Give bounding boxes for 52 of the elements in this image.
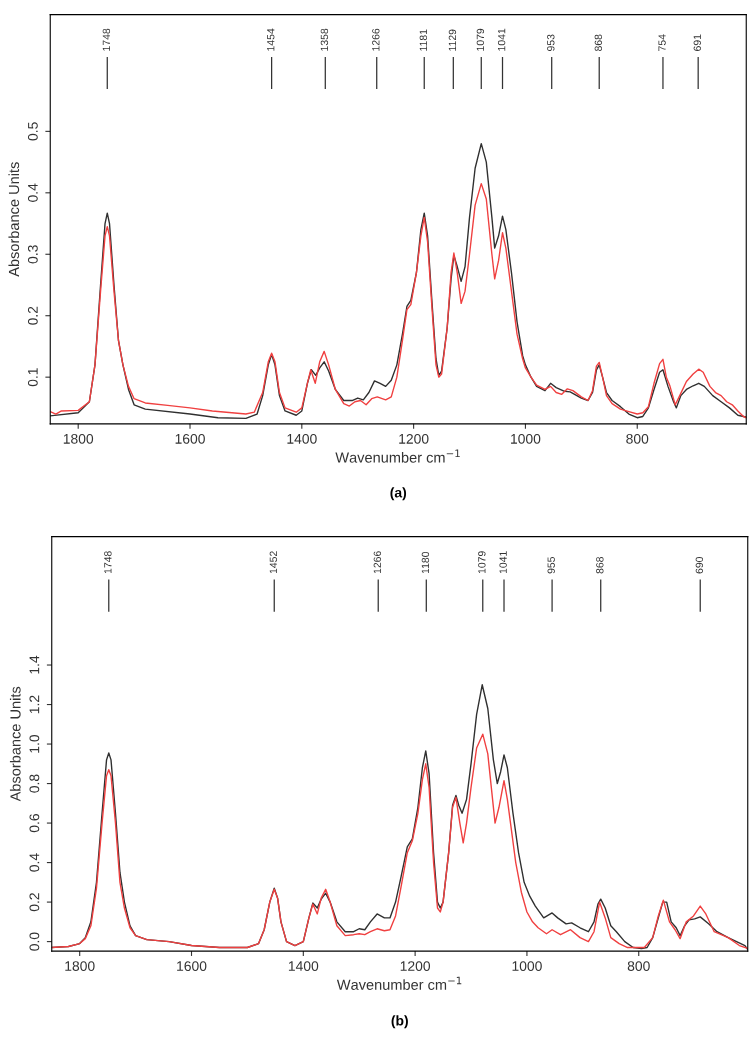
x-axis-title: Wavenumber cm$^{−1}$ [336,976,462,990]
y-tick-label: 0.6 [29,814,40,833]
ref-line-label: 868 [594,34,603,51]
x-tick-label: 1000 [512,961,542,972]
text: (b) [391,1015,408,1029]
ref-line-label: 1358 [320,28,329,51]
ref-line-label: 1452 [269,551,278,574]
ref-line-label: 690 [695,556,704,574]
x-tick-label: 1400 [288,961,319,972]
y-tick-label: 0.3 [27,245,38,264]
x-tick-label: 1600 [177,961,207,972]
y-axis-title: Absorbance Units [8,162,20,277]
y-tick-label: 0.2 [29,893,40,912]
y-tick-label: 0.2 [27,306,38,325]
y-tick-label: 1.2 [29,695,40,714]
y-tick-label: 1.4 [29,655,40,674]
ref-line-label: 868 [596,556,604,574]
ref-line-label: 955 [547,556,555,574]
x-tick-label: 1800 [63,433,94,444]
ref-line-label: 754 [658,34,666,51]
x-tick-label: 1400 [287,433,317,444]
ref-line-label: 1748 [102,28,111,51]
x-tick-label: 1200 [400,961,431,972]
x-tick-label: 1200 [399,433,429,444]
x-tick-label: 800 [627,961,650,972]
x-tick-label: 1800 [65,961,95,972]
ref-line-label: 1079 [478,551,486,574]
text: (a) [390,487,407,501]
ref-line-label: 1079 [476,28,485,51]
y-tick-label: 0.4 [29,853,40,872]
x-tick-label: 800 [626,433,649,444]
ref-line-label: 1041 [497,28,506,51]
ref-line-label: 1180 [421,551,430,574]
y-tick-label: 1.0 [29,734,40,753]
y-tick-label: 0.4 [27,183,38,202]
x-tick-label: 1000 [511,433,541,444]
y-tick-label: 0.8 [29,774,40,793]
y-axis-title: Absorbance Units [9,686,21,802]
y-tick-label: 0.5 [27,122,38,141]
y-tick-label: 0.1 [27,368,38,387]
ref-line-label: 1266 [373,551,382,574]
x-axis-title: Wavenumber cm$^{−1}$ [335,449,460,463]
ref-line-label: 953 [547,34,555,51]
ref-line-label: 1748 [104,551,112,574]
ref-line-label: 1041 [499,551,507,574]
ref-line-label: 1266 [372,28,380,51]
ref-line-label: 1181 [419,29,428,51]
x-tick-label: 1600 [175,433,205,444]
ref-line-label: 1129 [448,29,457,51]
ref-line-label: 691 [693,34,701,51]
ref-line-label: 1454 [267,28,275,51]
y-tick-label: 0.0 [29,932,40,951]
